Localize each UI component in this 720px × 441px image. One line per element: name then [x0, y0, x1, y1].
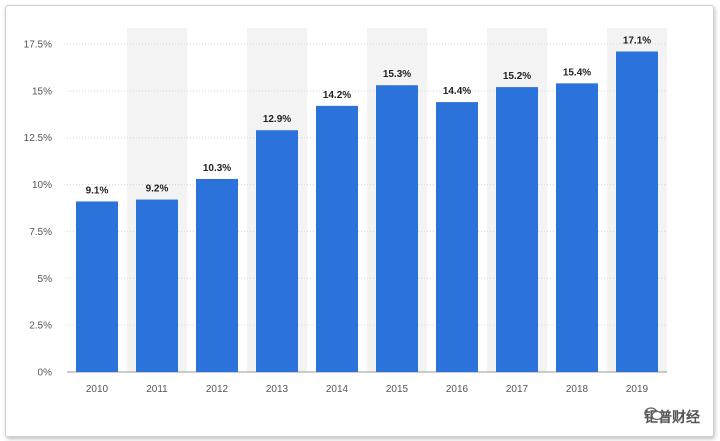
bar: [196, 178, 238, 372]
data-label: 12.9%: [263, 114, 291, 125]
x-tick-label: 2012: [206, 384, 229, 395]
x-tick-label: 2016: [446, 384, 469, 395]
data-label: 17.1%: [623, 35, 651, 46]
bar: [556, 83, 598, 373]
bar: [496, 87, 538, 372]
x-tick-label: 2013: [266, 384, 289, 395]
bar: [376, 85, 418, 372]
data-label: 15.3%: [383, 69, 411, 80]
data-label: 14.2%: [323, 90, 351, 101]
y-tick-label: 0%: [38, 368, 53, 379]
data-label: 15.4%: [563, 67, 591, 78]
x-tick-label: 2015: [386, 384, 409, 395]
x-tick-label: 2019: [626, 384, 649, 395]
x-tick-label: 2017: [506, 384, 529, 395]
bar: [316, 105, 358, 372]
x-tick-label: 2010: [86, 384, 109, 395]
data-label: 15.2%: [503, 71, 531, 82]
data-label: 14.4%: [443, 86, 471, 97]
wechat-icon: [644, 407, 663, 421]
x-tick-label: 2014: [326, 384, 349, 395]
y-tick-label: 12.5%: [24, 133, 52, 144]
y-tick-label: 17.5%: [24, 40, 52, 51]
bar: [136, 199, 178, 372]
data-label: 9.1%: [86, 185, 109, 196]
x-tick-label: 2011: [146, 384, 168, 395]
y-tick-label: 10%: [32, 180, 52, 191]
bar: [256, 130, 298, 372]
bar: [436, 102, 478, 373]
data-label: 9.2%: [146, 184, 169, 195]
y-tick-label: 2.5%: [29, 321, 52, 332]
y-tick-label: 7.5%: [29, 227, 52, 238]
y-tick-label: 15%: [32, 86, 52, 97]
y-tick-label: 5%: [38, 274, 53, 285]
bar: [76, 201, 118, 372]
bar: [616, 51, 658, 373]
x-tick-label: 2018: [566, 384, 589, 395]
data-label: 10.3%: [203, 163, 231, 174]
watermark: 钜普财经: [644, 407, 700, 427]
